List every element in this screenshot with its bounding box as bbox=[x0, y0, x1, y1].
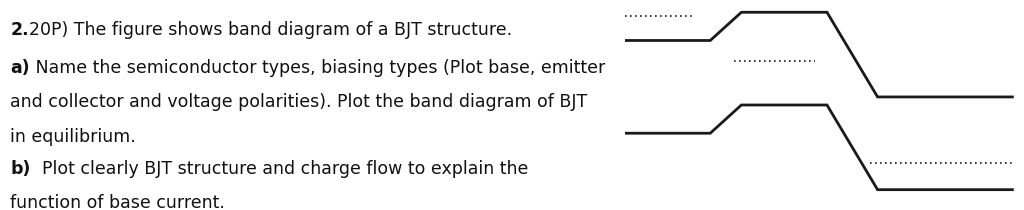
Text: Plot clearly BJT structure and charge flow to explain the: Plot clearly BJT structure and charge fl… bbox=[31, 160, 528, 178]
Text: and collector and voltage polarities). Plot the band diagram of BJT: and collector and voltage polarities). P… bbox=[10, 93, 588, 112]
Text: function of base current.: function of base current. bbox=[10, 194, 225, 210]
Text: in equilibrium.: in equilibrium. bbox=[10, 128, 136, 146]
Text: 20P) The figure shows band diagram of a BJT structure.: 20P) The figure shows band diagram of a … bbox=[29, 21, 512, 39]
Text: a): a) bbox=[10, 59, 30, 77]
Text: 2.: 2. bbox=[10, 21, 29, 39]
Text: b): b) bbox=[10, 160, 31, 178]
Text: Name the semiconductor types, biasing types (Plot base, emitter: Name the semiconductor types, biasing ty… bbox=[30, 59, 605, 77]
